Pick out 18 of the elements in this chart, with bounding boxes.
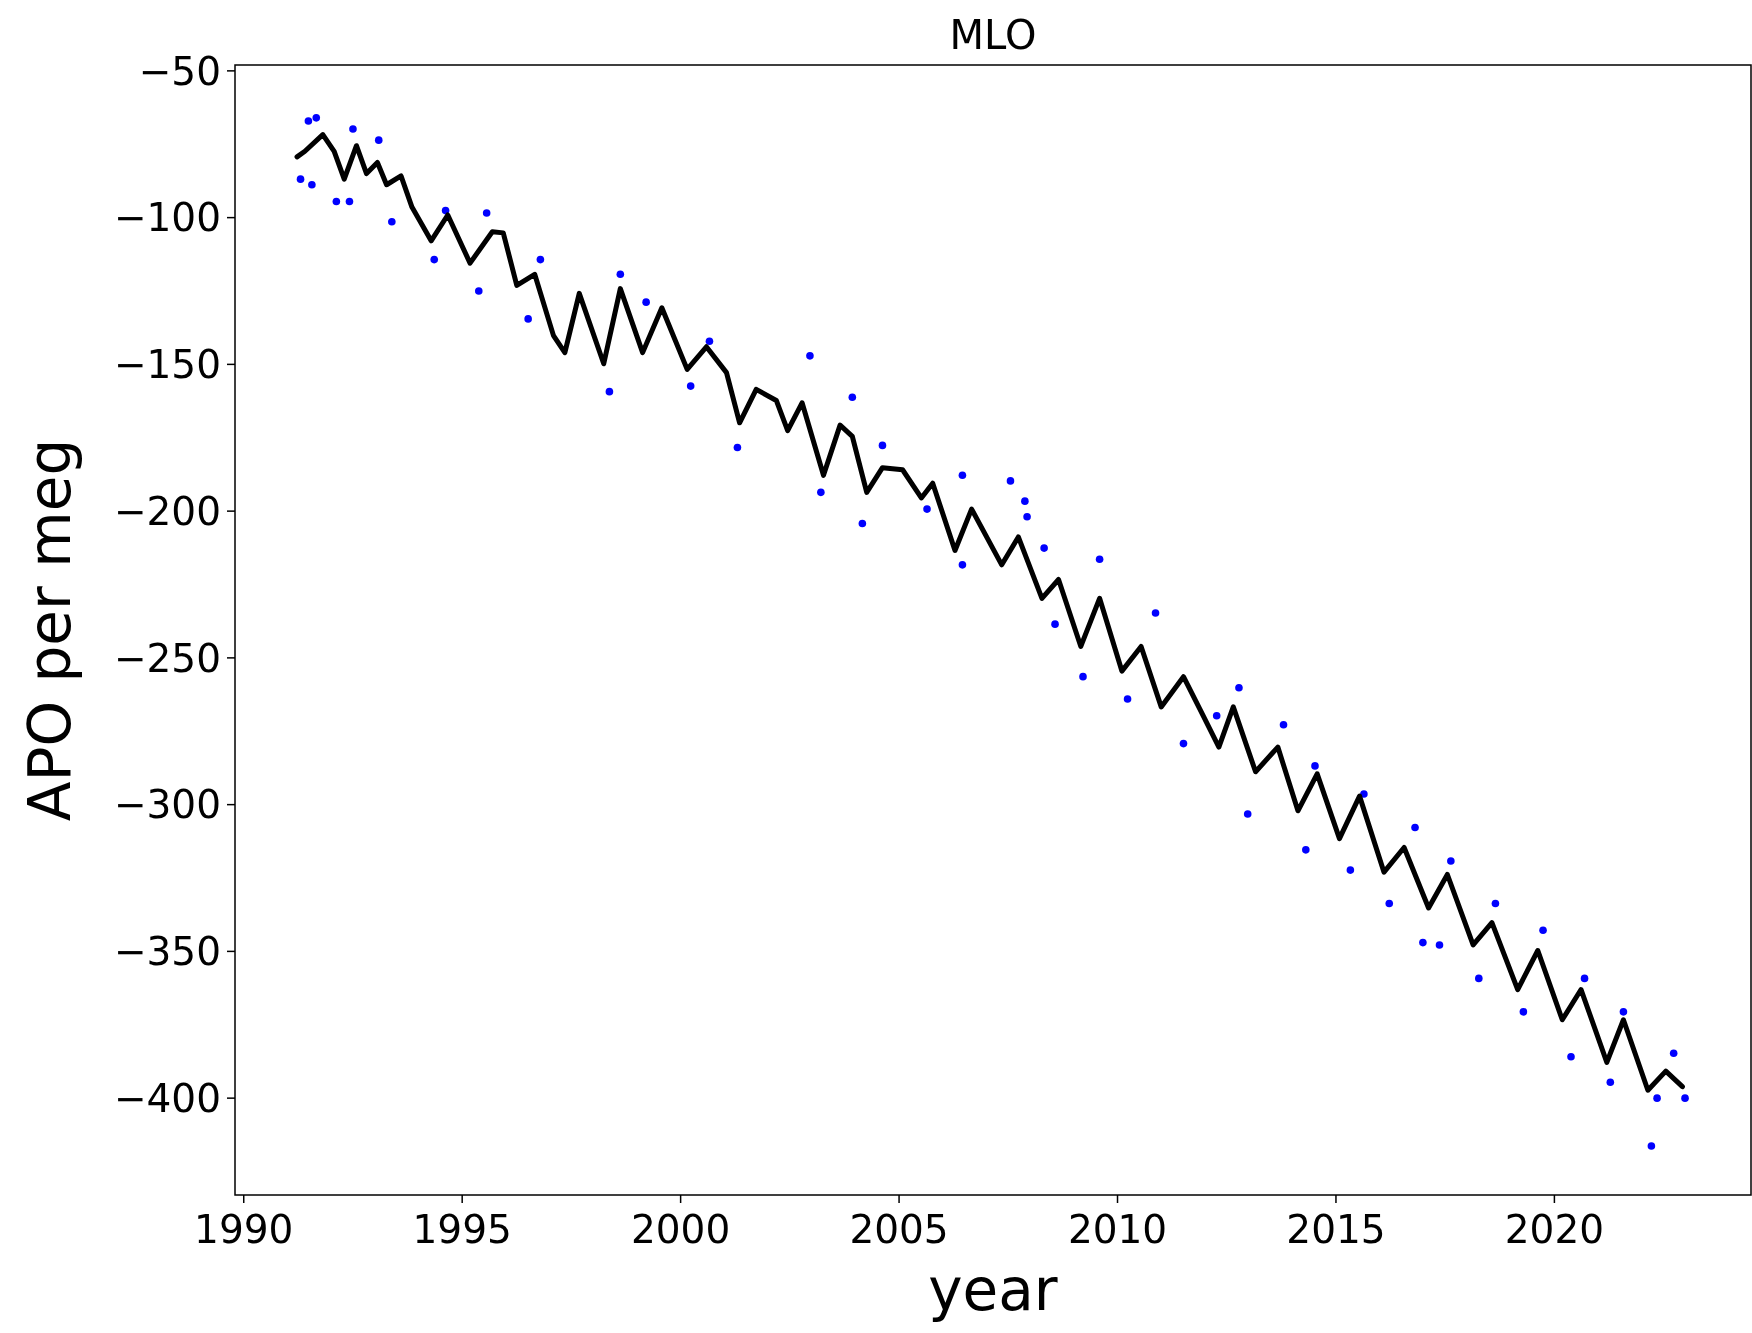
x-tick-label: 2015: [1286, 1207, 1386, 1252]
y-tick-label: −100: [113, 195, 221, 241]
x-tick-label: 1995: [412, 1207, 512, 1252]
x-axis-title: year: [928, 1256, 1058, 1324]
y-axis-title: APO per meg: [16, 438, 84, 822]
y-tick-label: −200: [113, 488, 221, 534]
x-tick-label: 2000: [630, 1207, 731, 1252]
y-tick-label: −350: [113, 929, 221, 975]
x-tick-label: 1990: [194, 1207, 294, 1252]
x-tick-label: 2005: [849, 1207, 949, 1252]
chart-title: MLO: [949, 12, 1037, 58]
y-tick-label: −150: [113, 342, 221, 388]
x-tick-label: 2010: [1067, 1207, 1168, 1252]
y-tick-label: −300: [113, 782, 221, 828]
y-tick-label: −50: [138, 48, 221, 94]
y-tick-label: −400: [113, 1075, 221, 1121]
y-tick-label: −250: [113, 635, 221, 681]
x-tick-label: 2020: [1504, 1207, 1605, 1252]
